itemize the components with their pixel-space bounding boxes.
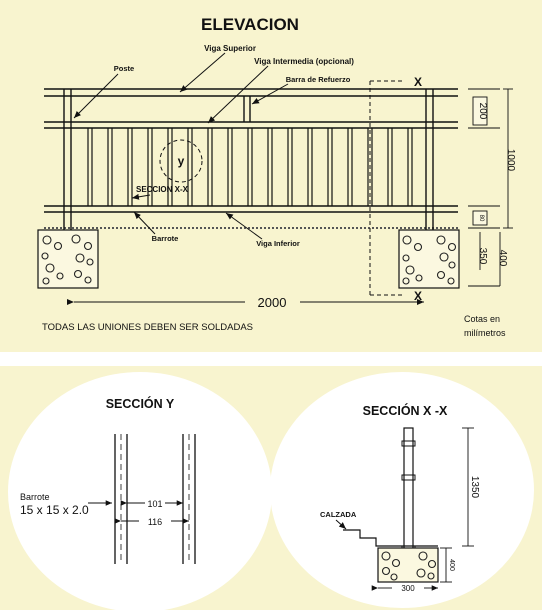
barrote-size: 15 x 15 x 2.0 — [20, 503, 89, 517]
label-viga-intermedia: Viga Intermedia (opcional) — [254, 57, 354, 66]
barrote-label: Barrote — [20, 492, 50, 502]
dim-1350: 1350 — [469, 476, 480, 499]
section-xx-foundation — [377, 547, 439, 583]
label-seccion-xx: SECCION X-X — [136, 185, 189, 194]
section-y-bar-left — [114, 434, 128, 564]
dim-400-section: 400 — [448, 559, 455, 571]
units-note-line1: Cotas en — [464, 314, 500, 324]
section-x-cut-line — [369, 80, 404, 296]
dim-400: 400 — [497, 250, 508, 267]
sections-panel: SECCIÓN Y 101 116 Barrote 15 x 15 x 2.0 … — [0, 366, 542, 610]
foundation-left — [37, 229, 99, 289]
viga-intermedia — [44, 121, 458, 129]
dim-101: 101 — [147, 499, 162, 509]
units-note-line2: milímetros — [464, 328, 506, 338]
section-y-bubble — [8, 372, 272, 610]
foundation-right — [398, 229, 460, 289]
dim-1000: 1000 — [505, 149, 516, 172]
vertical-dimensions — [468, 88, 513, 287]
cut-x-bottom-label: X — [414, 289, 422, 303]
elevation-panel: ELEVACION — [0, 0, 542, 352]
sections-drawing: SECCIÓN Y 101 116 Barrote 15 x 15 x 2.0 … — [8, 372, 534, 610]
viga-inferior — [44, 205, 458, 213]
dim-80: 80 — [478, 215, 484, 222]
dim-116: 116 — [148, 517, 162, 527]
calzada-label: CALZADA — [320, 510, 357, 519]
section-y-title: SECCIÓN Y — [106, 396, 175, 411]
elevation-title: ELEVACION — [201, 15, 299, 34]
cut-x-top-label: X — [414, 75, 422, 89]
dim-2000: 2000 — [258, 295, 287, 310]
elevation-drawing: ELEVACION — [37, 15, 516, 338]
section-y-bar-right — [182, 434, 196, 564]
viga-superior — [44, 88, 458, 97]
label-viga-superior: Viga Superior — [204, 44, 256, 53]
barra-refuerzo — [243, 96, 251, 122]
detail-y-label: y — [178, 154, 185, 168]
label-barrote: Barrote — [152, 234, 179, 243]
welding-note: TODAS LAS UNIONES DEBEN SER SOLDADAS — [42, 322, 253, 333]
detail-y-circle — [159, 139, 203, 183]
label-viga-inferior: Viga Inferior — [256, 239, 300, 248]
label-poste: Poste — [114, 64, 134, 73]
section-xx-dimension-lines — [371, 427, 474, 591]
section-xx-pavement — [343, 529, 438, 547]
label-barra-refuerzo: Barra de Refuerzo — [286, 75, 351, 84]
section-y-dimension-lines — [88, 500, 189, 524]
dim-300: 300 — [401, 584, 415, 593]
section-xx-title: SECCIÓN X -X — [363, 403, 448, 418]
barrotes — [87, 128, 413, 206]
dim-350: 350 — [477, 248, 488, 265]
dim-200: 200 — [477, 103, 488, 120]
